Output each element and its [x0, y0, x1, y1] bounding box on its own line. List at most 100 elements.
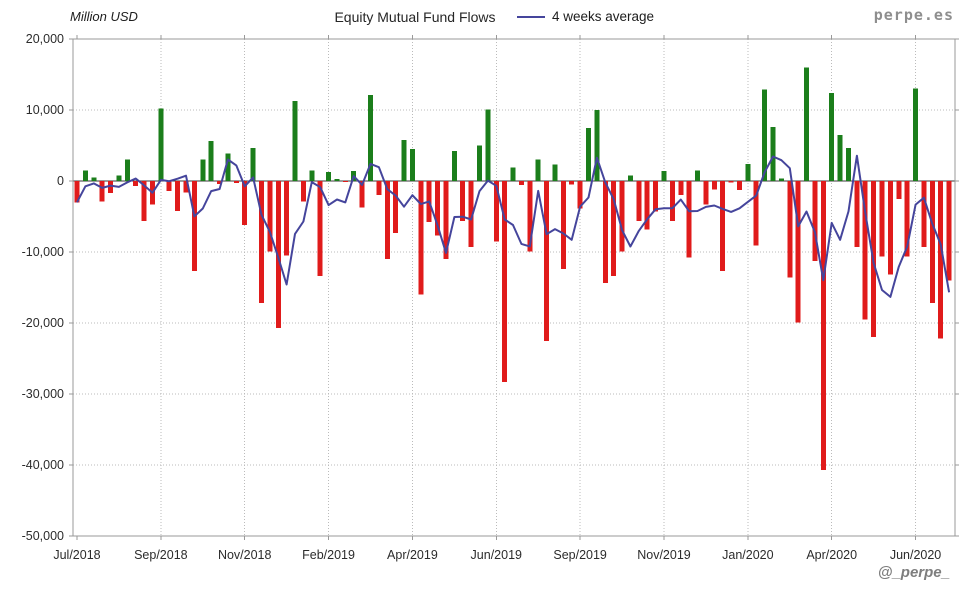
- flow-bar: [334, 179, 340, 181]
- x-tick-label: Feb/2019: [302, 548, 355, 562]
- flow-bar: [929, 181, 935, 304]
- legend-line-swatch: [517, 15, 545, 18]
- y-tick-label: 0: [57, 174, 64, 188]
- flow-bar: [686, 181, 692, 258]
- flow-bar: [267, 181, 273, 252]
- flow-bar: [217, 181, 223, 184]
- flow-bar: [242, 181, 248, 226]
- flow-bar: [636, 181, 642, 221]
- x-tick-label: Nov/2019: [637, 548, 691, 562]
- flow-bar: [175, 181, 181, 211]
- flow-bar: [552, 164, 558, 181]
- flow-bar: [703, 181, 709, 205]
- flow-bar: [787, 181, 793, 278]
- flow-bar: [451, 151, 457, 181]
- flow-bar: [183, 181, 189, 193]
- flow-bar: [845, 147, 851, 181]
- flow-bar: [736, 181, 742, 191]
- x-tick-label: Apr/2020: [806, 548, 857, 562]
- flow-bar: [770, 127, 776, 181]
- flow-bar: [401, 139, 407, 181]
- x-tick-label: Jun/2020: [890, 548, 941, 562]
- flow-bar: [393, 181, 399, 233]
- flow-bar: [317, 181, 323, 277]
- flow-bar: [896, 181, 902, 199]
- flow-bar: [141, 181, 147, 221]
- flow-bar: [502, 181, 508, 382]
- flow-bar: [913, 88, 919, 181]
- flow-bar: [359, 181, 365, 208]
- flow-bar: [661, 171, 667, 181]
- x-tick-label: Apr/2019: [387, 548, 438, 562]
- flow-bar: [560, 181, 566, 270]
- flow-bar: [326, 172, 332, 181]
- flow-bar: [938, 181, 944, 339]
- flow-bar: [795, 181, 801, 323]
- y-tick-label: 10,000: [26, 103, 64, 117]
- twitter-handle: @_perpe_: [877, 564, 950, 581]
- flow-bar: [292, 100, 298, 181]
- flow-bar: [443, 181, 449, 260]
- y-tick-label: -50,000: [22, 529, 64, 543]
- flow-bar: [594, 110, 600, 181]
- flow-bar: [133, 181, 139, 186]
- flow-bar: [669, 181, 675, 221]
- plot-border: [72, 38, 956, 537]
- average-line: [76, 154, 951, 298]
- brand-logo: perpe.es: [873, 6, 954, 24]
- chart-title: Equity Mutual Fund Flows: [334, 9, 496, 25]
- flow-bar: [837, 134, 843, 181]
- flow-bar: [166, 181, 172, 191]
- y-tick-label: -30,000: [22, 387, 64, 401]
- flow-bar: [309, 170, 315, 181]
- flow-bar: [518, 181, 524, 185]
- flow-bar: [409, 149, 415, 181]
- flow-bar: [367, 95, 373, 181]
- flow-bar: [921, 181, 927, 248]
- x-tick-label: Sep/2019: [553, 548, 607, 562]
- flow-bar: [527, 181, 533, 252]
- flow-bar: [99, 181, 105, 202]
- flow-bar: [300, 181, 306, 202]
- flow-bar: [376, 181, 382, 196]
- flow-bar: [711, 181, 717, 190]
- flow-bar: [535, 159, 541, 181]
- flow-bar: [200, 159, 206, 181]
- flow-bar: [829, 92, 835, 181]
- flow-bar: [745, 163, 751, 181]
- flow-bar: [720, 181, 726, 272]
- x-tick-label: Jan/2020: [722, 548, 773, 562]
- legend: 4 weeks average: [517, 9, 654, 24]
- flow-bar: [493, 181, 499, 242]
- flow-bar: [577, 181, 583, 209]
- flow-bar: [384, 181, 390, 260]
- flow-bar: [678, 181, 684, 196]
- flow-bar: [191, 181, 197, 272]
- flow-bar: [879, 181, 885, 257]
- flow-bar: [619, 181, 625, 252]
- flow-bar: [233, 181, 239, 184]
- flow-bar: [342, 181, 348, 183]
- y-axis-title: Million USD: [70, 9, 138, 24]
- x-tick-label: Sep/2018: [134, 548, 188, 562]
- y-tick-label: 20,000: [26, 32, 64, 46]
- flow-bar: [544, 181, 550, 341]
- flow-bar: [485, 109, 491, 181]
- x-tick-label: Nov/2018: [218, 548, 272, 562]
- flow-bar: [435, 181, 441, 236]
- flow-bar: [250, 147, 256, 181]
- y-tick-label: -20,000: [22, 316, 64, 330]
- flow-bar: [82, 170, 88, 181]
- flow-bar: [946, 181, 952, 281]
- flow-bar: [569, 181, 575, 185]
- flow-bar: [904, 181, 910, 257]
- flow-bar: [644, 181, 650, 230]
- flow-bar: [854, 181, 860, 248]
- flow-bar: [586, 127, 592, 181]
- flow-bar: [695, 170, 701, 181]
- flow-bar: [778, 178, 784, 181]
- flow-bar: [468, 181, 474, 248]
- flow-bar: [108, 181, 114, 194]
